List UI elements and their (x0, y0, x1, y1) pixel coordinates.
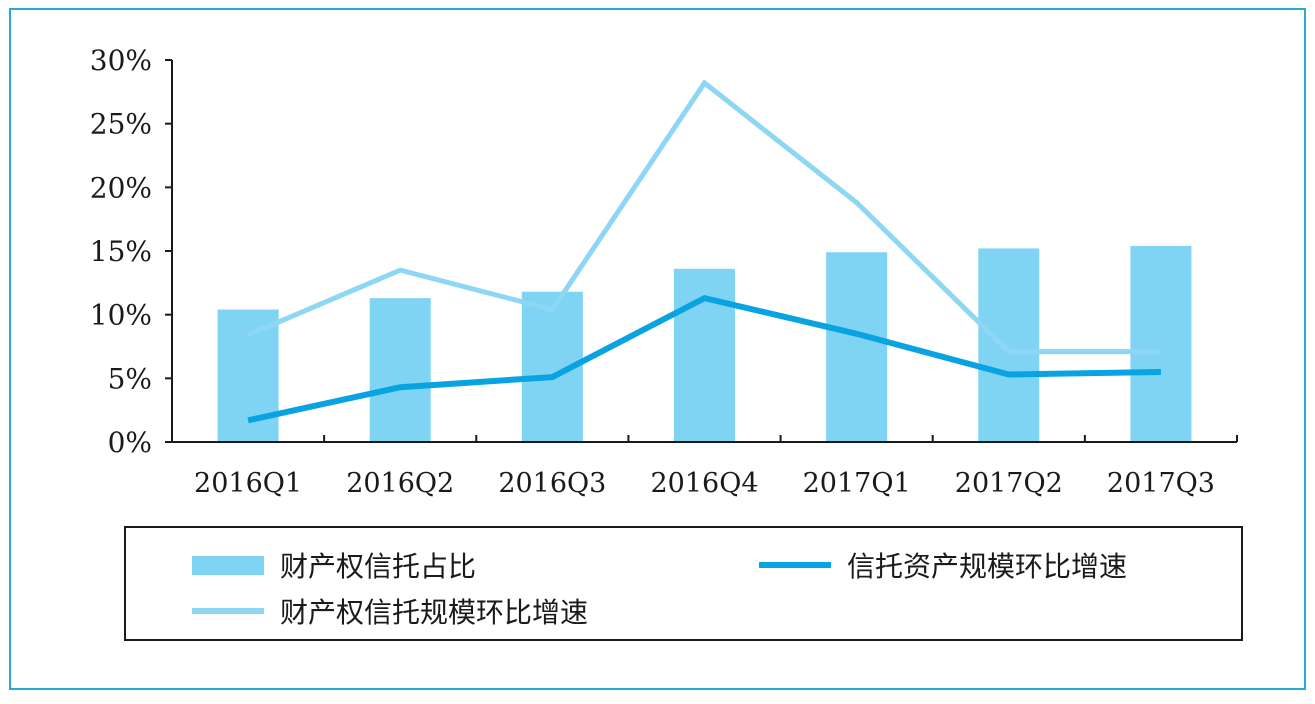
bar-2017Q2 (978, 248, 1040, 442)
bar-2016Q4 (674, 268, 735, 442)
x-tick-label: 2016Q3 (498, 468, 606, 499)
y-tick-label: 5% (108, 362, 152, 395)
x-tick-label: 2016Q1 (194, 468, 302, 499)
y-tick-label: 30% (90, 44, 152, 77)
x-tick-label: 2016Q2 (346, 468, 454, 499)
y-tick-label: 20% (90, 171, 152, 204)
legend-label: 财产权信托规模环比增速 (280, 596, 589, 629)
y-tick-label: 0% (108, 426, 152, 459)
y-tick-label: 15% (90, 235, 152, 268)
x-tick-label: 2017Q1 (803, 468, 911, 499)
bar-2016Q1 (217, 309, 279, 442)
series-line-trust-growth (247, 294, 1161, 424)
x-tick-label: 2017Q2 (955, 468, 1063, 499)
legend: 财产权信托占比 信托资产规模环比增速 财产权信托规模环比增速 (124, 526, 1243, 641)
legend-swatch-line-light (192, 608, 264, 614)
legend-swatch-bar (192, 555, 264, 575)
x-tick-label: 2017Q3 (1107, 468, 1215, 499)
y-tick-label: 10% (90, 299, 152, 332)
legend-item-bar-share: 财产权信托占比 (192, 545, 476, 585)
legend-swatch-line-dark (759, 562, 831, 568)
bar-2016Q2 (369, 298, 431, 442)
x-tick-label: 2016Q4 (650, 468, 758, 499)
bar-2017Q3 (1130, 245, 1192, 442)
bar-2017Q1 (826, 252, 888, 442)
chart-frame (9, 8, 1306, 690)
legend-label: 财产权信托占比 (280, 550, 477, 583)
legend-label: 信托资产规模环比增速 (847, 550, 1128, 583)
legend-item-property-growth: 财产权信托规模环比增速 (192, 591, 588, 631)
chart-plot: 0% 5% 10% 15% 20% 25% 30% 2016Q1 2016Q2 2016Q3 20… (90, 44, 1238, 499)
legend-item-trust-growth: 信托资产规模环比增速 (759, 545, 1127, 585)
y-tick-label: 25% (90, 108, 152, 141)
series-line-property-growth (247, 79, 1161, 355)
